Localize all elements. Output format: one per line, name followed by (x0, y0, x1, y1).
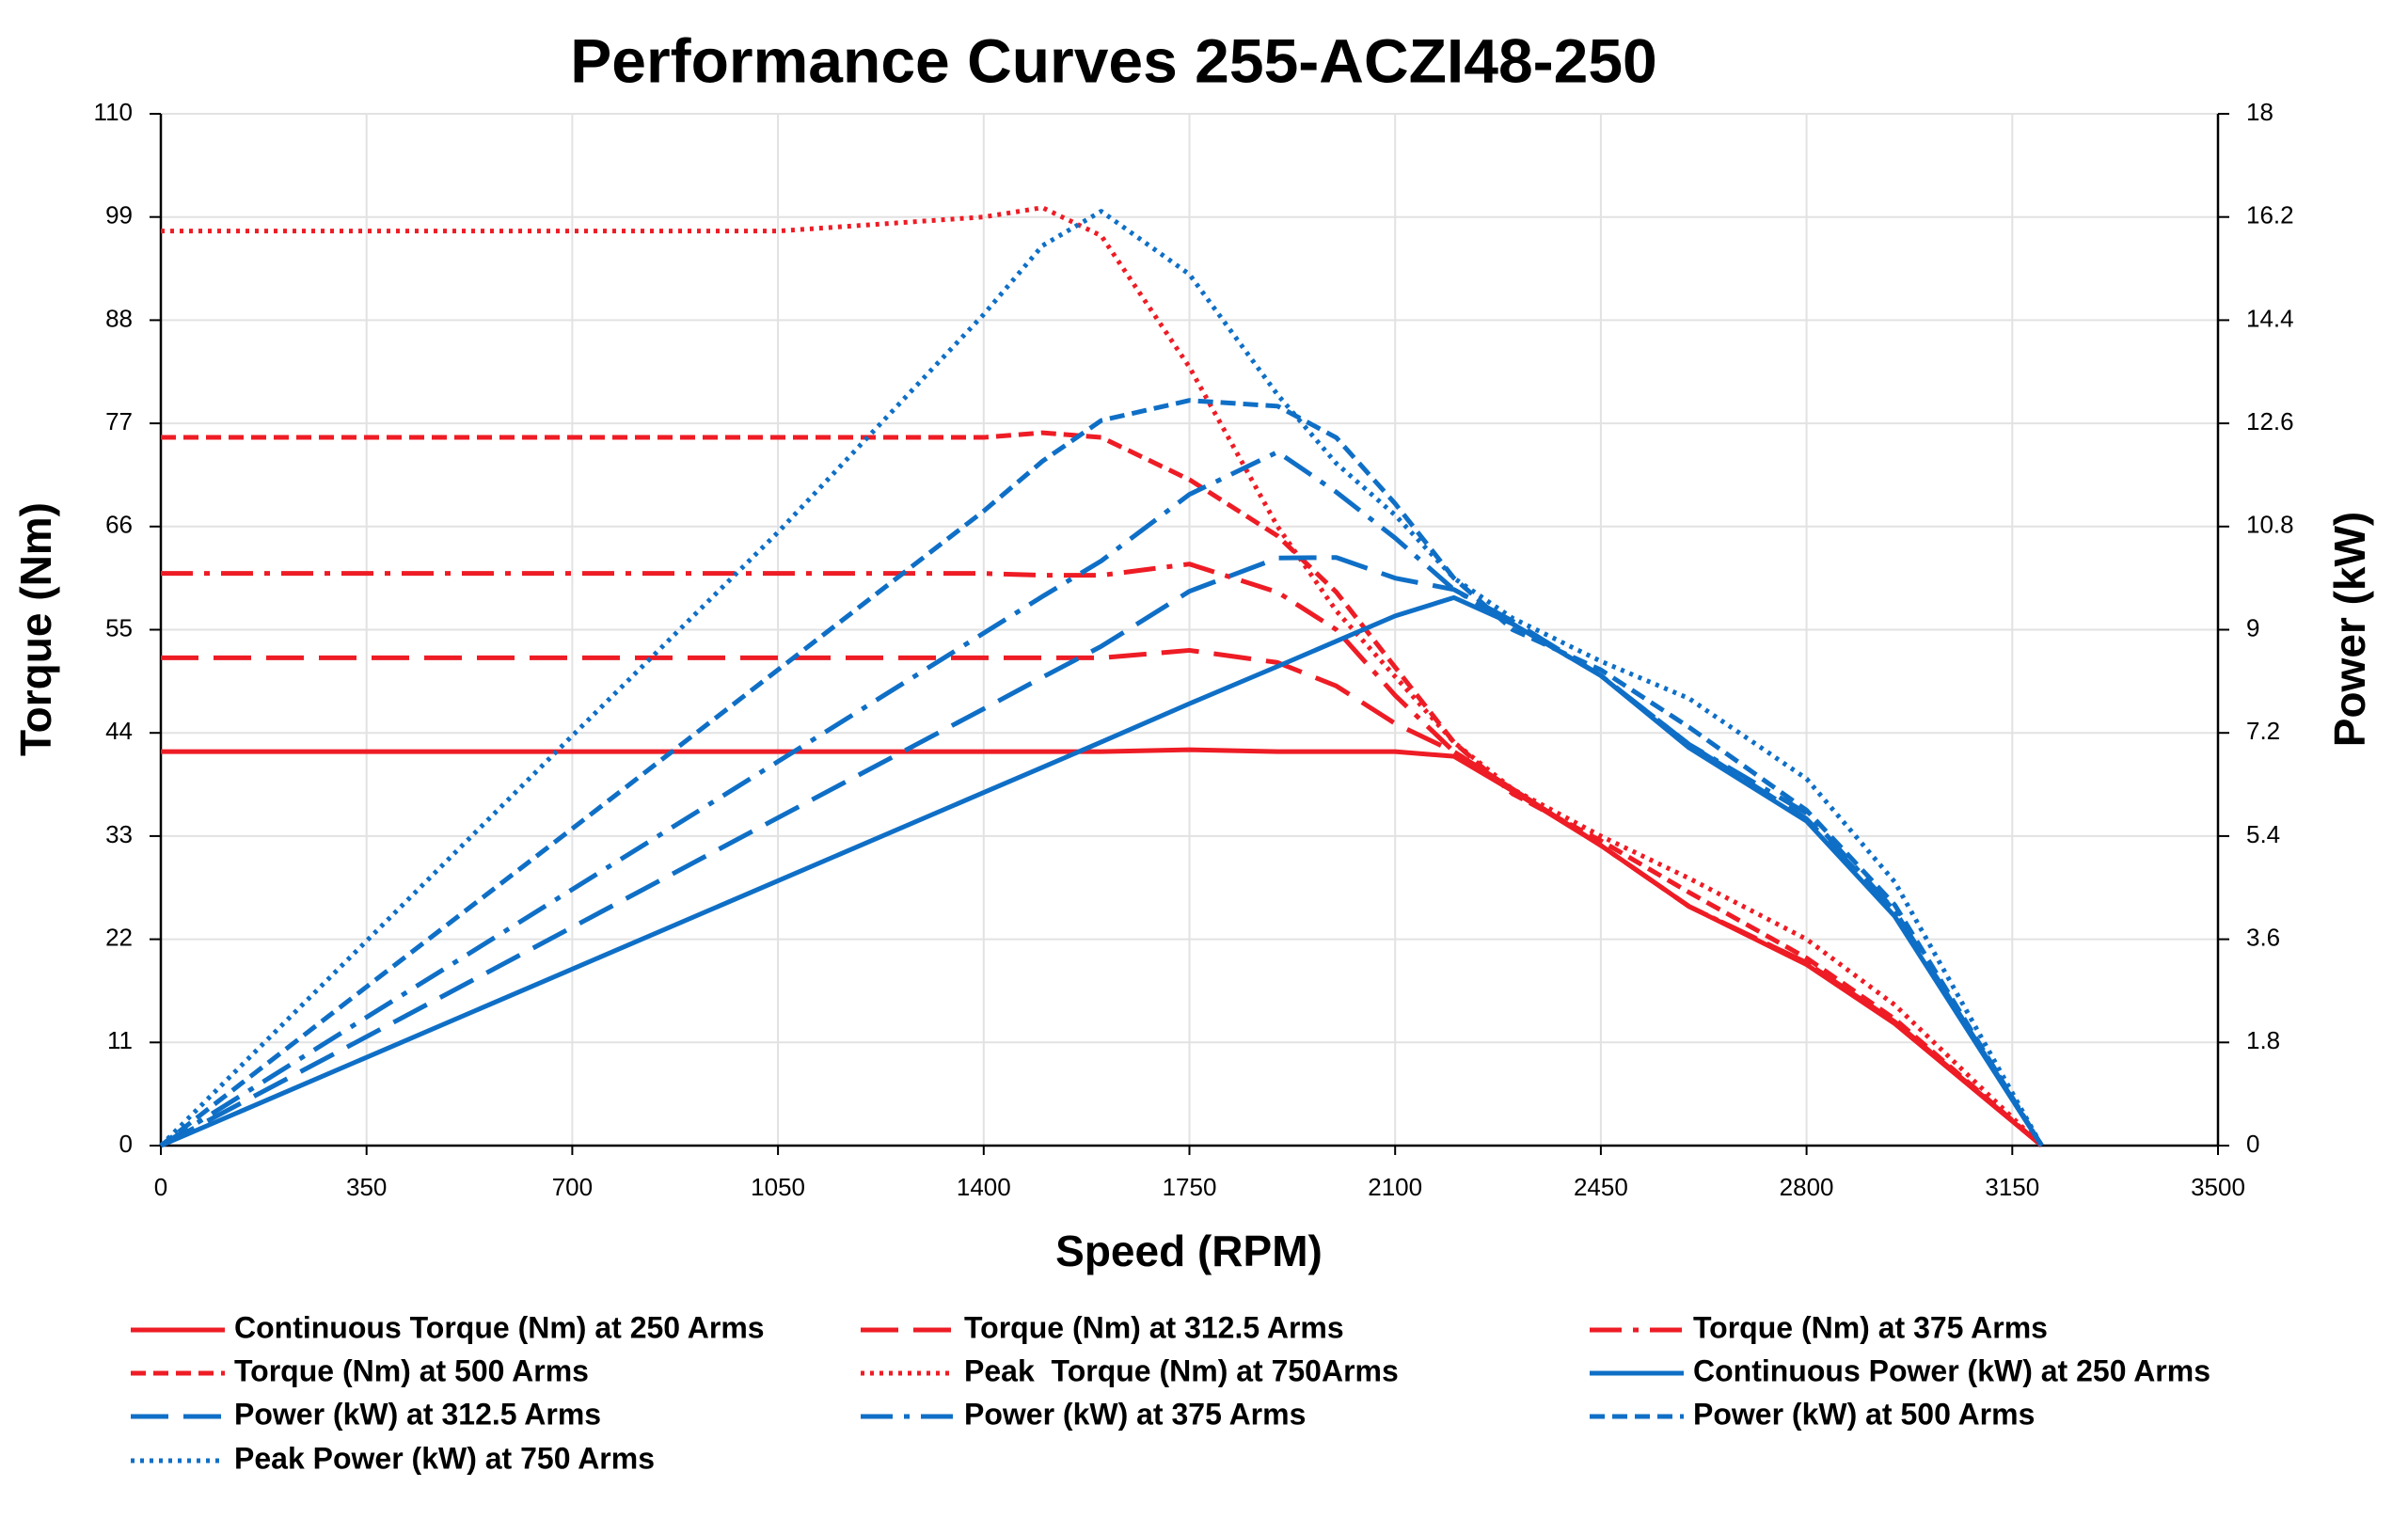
y2-tick-label: 1.8 (2246, 1026, 2280, 1054)
legend-label: Torque (Nm) at 500 Arms (234, 1353, 589, 1387)
y2-tick-label: 0 (2246, 1130, 2259, 1158)
x-tick-label: 3150 (1985, 1173, 2039, 1201)
series-line (159, 555, 2044, 1148)
legend-label: Continuous Power (kW) at 250 Arms (1693, 1353, 2210, 1387)
y-tick-label: 22 (105, 923, 133, 951)
x-tick-label: 1400 (957, 1173, 1011, 1201)
x-tick-label: 0 (154, 1173, 167, 1201)
legend-label: Peak Torque (Nm) at 750Arms (964, 1353, 1399, 1387)
y2-tick-label: 5.4 (2246, 820, 2280, 848)
legend-label: Torque (Nm) at 312.5 Arms (964, 1310, 1344, 1344)
x-tick-label: 350 (346, 1173, 387, 1201)
y2-tick-label: 18 (2246, 98, 2273, 126)
series-line (161, 430, 2044, 1147)
y2-tick-label: 9 (2246, 613, 2259, 641)
series-line (161, 647, 2044, 1147)
legend-label: Peak Power (kW) at 750 Arms (234, 1441, 655, 1475)
y-tick-label: 99 (105, 201, 133, 229)
x-tick-label: 2100 (1368, 1173, 1422, 1201)
y2-tick-label: 10.8 (2246, 511, 2294, 539)
x-axis-title: Speed (RPM) (1055, 1226, 1323, 1275)
x-tick-label: 3500 (2191, 1173, 2245, 1201)
y-tick-label: 77 (105, 407, 133, 435)
y2-tick-label: 16.2 (2246, 201, 2294, 229)
x-tick-label: 1750 (1163, 1173, 1217, 1201)
series-line (161, 562, 2044, 1147)
series-line (161, 747, 2044, 1147)
y-tick-label: 110 (94, 98, 133, 126)
y2-tick-label: 12.6 (2246, 407, 2294, 435)
y2-tick-label: 14.4 (2246, 304, 2294, 332)
series-line (159, 450, 2044, 1148)
y-tick-label: 11 (107, 1026, 133, 1054)
y-tick-label: 33 (105, 820, 133, 848)
legend-label: Power (kW) at 312.5 Arms (234, 1397, 601, 1431)
legend-label: Torque (Nm) at 375 Arms (1693, 1310, 2048, 1344)
x-tick-label: 700 (552, 1173, 593, 1201)
legend-label: Power (kW) at 500 Arms (1693, 1397, 2035, 1431)
x-tick-label: 2450 (1574, 1173, 1628, 1201)
series-line (159, 209, 2044, 1147)
y-tick-label: 88 (105, 304, 133, 332)
chart-title: Performance Curves 255-ACZI48-250 (570, 25, 1657, 95)
x-tick-label: 2800 (1780, 1173, 1834, 1201)
y2-tick-label: 3.6 (2246, 923, 2280, 951)
series-line (160, 594, 2044, 1148)
x-tick-label: 1050 (751, 1173, 805, 1201)
y-tick-label: 55 (105, 613, 133, 641)
legend-label: Power (kW) at 375 Arms (964, 1397, 1306, 1431)
series-line (159, 398, 2044, 1147)
y-tick-label: 66 (105, 511, 133, 539)
legend-label: Continuous Torque (Nm) at 250 Arms (234, 1310, 765, 1344)
y2-tick-label: 7.2 (2246, 717, 2280, 745)
y2-axis-title: Power (kW) (2325, 512, 2374, 747)
y-tick-label: 0 (119, 1130, 133, 1158)
y-axis-title: Torque (Nm) (11, 502, 60, 756)
series-line (161, 205, 2044, 1147)
y-tick-label: 44 (105, 717, 133, 745)
